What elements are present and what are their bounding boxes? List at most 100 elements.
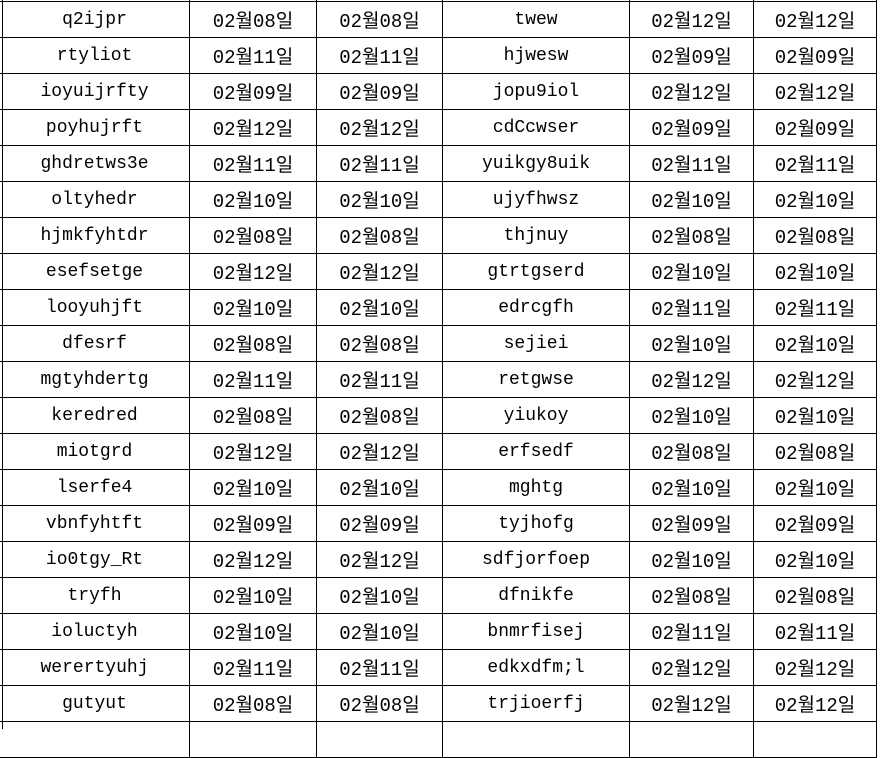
date-cell[interactable]: 02월09일 [317,506,443,542]
date-cell[interactable]: 02월09일 [630,506,754,542]
date-cell[interactable]: 02월12일 [754,74,877,110]
name-cell[interactable]: cdCcwser [443,110,630,146]
date-cell[interactable]: 02월11일 [630,614,754,650]
name-cell[interactable]: poyhujrft [0,110,190,146]
date-cell[interactable]: 02월11일 [754,146,877,182]
name-cell[interactable]: hjmkfyhtdr [0,218,190,254]
date-cell[interactable]: 02월10일 [630,398,754,434]
name-cell[interactable]: yuikgy8uik [443,146,630,182]
date-cell[interactable]: 02월08일 [317,398,443,434]
name-cell[interactable]: gutyut [0,686,190,722]
date-cell[interactable]: 02월09일 [754,38,877,74]
name-cell[interactable]: dfnikfe [443,578,630,614]
name-cell[interactable]: keredred [0,398,190,434]
date-cell[interactable]: 02월09일 [630,110,754,146]
name-cell[interactable]: edrcgfh [443,290,630,326]
name-cell[interactable]: bnmrfisej [443,614,630,650]
date-cell[interactable]: 02월10일 [630,542,754,578]
name-cell[interactable]: sdfjorfoep [443,542,630,578]
date-cell[interactable]: 02월11일 [190,362,317,398]
date-cell[interactable]: 02월12일 [317,542,443,578]
date-cell[interactable]: 02월09일 [190,506,317,542]
date-cell[interactable]: 02월12일 [190,254,317,290]
date-cell[interactable]: 02월08일 [317,218,443,254]
date-cell[interactable]: 02월12일 [317,434,443,470]
date-cell[interactable]: 02월10일 [754,542,877,578]
name-cell[interactable]: edkxdfm;l [443,650,630,686]
name-cell[interactable]: looyuhjft [0,290,190,326]
name-cell[interactable]: jopu9iol [443,74,630,110]
name-cell[interactable]: rtyliot [0,38,190,74]
date-cell[interactable]: 02월11일 [190,146,317,182]
date-cell[interactable]: 02월12일 [754,2,877,38]
date-cell[interactable]: 02월08일 [190,686,317,722]
date-cell[interactable]: 02월12일 [317,110,443,146]
date-cell[interactable]: 02월08일 [317,686,443,722]
date-cell[interactable]: 02월10일 [190,182,317,218]
date-cell[interactable]: 02월08일 [754,578,877,614]
date-cell[interactable]: 02월09일 [190,74,317,110]
date-cell[interactable]: 02월12일 [754,362,877,398]
name-cell[interactable]: trjioerfj [443,686,630,722]
name-cell[interactable]: twew [443,2,630,38]
name-cell[interactable]: sejiei [443,326,630,362]
date-cell[interactable]: 02월10일 [317,182,443,218]
date-cell[interactable]: 02월08일 [630,578,754,614]
date-cell[interactable]: 02월09일 [754,110,877,146]
name-cell[interactable]: tryfh [0,578,190,614]
date-cell[interactable]: 02월08일 [190,398,317,434]
date-cell[interactable]: 02월11일 [317,362,443,398]
date-cell[interactable]: 02월11일 [317,146,443,182]
date-cell[interactable]: 02월08일 [630,218,754,254]
date-cell[interactable]: 02월08일 [190,218,317,254]
name-cell[interactable]: gtrtgserd [443,254,630,290]
date-cell[interactable]: 02월12일 [190,542,317,578]
date-cell[interactable]: 02월09일 [630,38,754,74]
date-cell[interactable]: 02월08일 [317,2,443,38]
name-cell[interactable]: esefsetge [0,254,190,290]
date-cell[interactable]: 02월10일 [190,578,317,614]
name-cell[interactable]: ioluctyh [0,614,190,650]
date-cell[interactable]: 02월10일 [754,182,877,218]
date-cell[interactable]: 02월10일 [754,470,877,506]
date-cell[interactable]: 02월12일 [317,254,443,290]
name-cell[interactable]: werertyuhj [0,650,190,686]
name-cell[interactable]: miotgrd [0,434,190,470]
date-cell[interactable]: 02월10일 [630,326,754,362]
date-cell[interactable]: 02월10일 [317,614,443,650]
date-cell[interactable]: 02월11일 [754,614,877,650]
date-cell[interactable]: 02월12일 [630,650,754,686]
date-cell[interactable]: 02월11일 [317,650,443,686]
date-cell[interactable]: 02월10일 [190,470,317,506]
name-cell[interactable]: oltyhedr [0,182,190,218]
name-cell[interactable]: io0tgy_Rt [0,542,190,578]
date-cell[interactable]: 02월11일 [190,38,317,74]
date-cell[interactable]: 02월08일 [190,326,317,362]
date-cell[interactable]: 02월10일 [317,578,443,614]
date-cell[interactable]: 02월12일 [630,686,754,722]
name-cell[interactable]: mgtyhdertg [0,362,190,398]
date-cell[interactable]: 02월10일 [754,254,877,290]
date-cell[interactable]: 02월11일 [317,38,443,74]
date-cell[interactable]: 02월10일 [190,290,317,326]
date-cell[interactable]: 02월09일 [317,74,443,110]
date-cell[interactable]: 02월10일 [190,614,317,650]
date-cell[interactable]: 02월08일 [630,434,754,470]
date-cell[interactable]: 02월12일 [190,434,317,470]
date-cell[interactable]: 02월12일 [190,110,317,146]
date-cell[interactable]: 02월12일 [630,2,754,38]
date-cell[interactable]: 02월11일 [630,290,754,326]
date-cell[interactable]: 02월08일 [317,326,443,362]
name-cell[interactable]: ioyuijrfty [0,74,190,110]
date-cell[interactable]: 02월09일 [754,506,877,542]
date-cell[interactable]: 02월10일 [317,290,443,326]
date-cell[interactable]: 02월12일 [754,650,877,686]
date-cell[interactable]: 02월12일 [630,362,754,398]
name-cell[interactable]: ujyfhwsz [443,182,630,218]
date-cell[interactable]: 02월10일 [630,182,754,218]
date-cell[interactable]: 02월08일 [754,434,877,470]
date-cell[interactable]: 02월10일 [754,398,877,434]
name-cell[interactable]: dfesrf [0,326,190,362]
name-cell[interactable]: mghtg [443,470,630,506]
name-cell[interactable]: thjnuy [443,218,630,254]
